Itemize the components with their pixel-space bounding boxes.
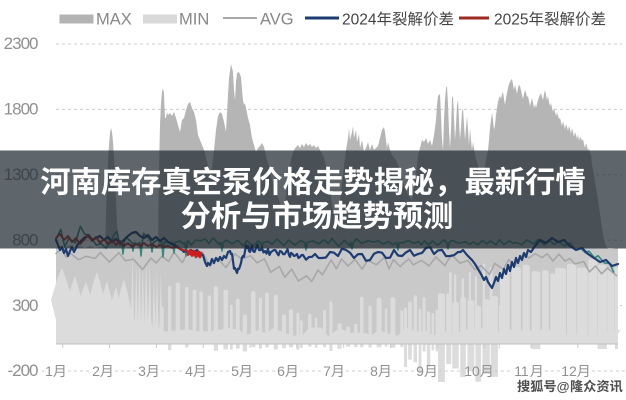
svg-text:6: 6 — [277, 363, 285, 379]
svg-text:@: @ — [558, 380, 571, 395]
svg-text:10: 10 — [464, 363, 480, 379]
svg-text:1800: 1800 — [4, 100, 38, 119]
svg-text:MIN: MIN — [179, 10, 209, 28]
svg-text:300: 300 — [12, 296, 38, 315]
svg-text:9: 9 — [416, 363, 424, 379]
svg-text:-200: -200 — [7, 361, 38, 380]
svg-text:2300: 2300 — [4, 34, 38, 53]
svg-text:8: 8 — [370, 363, 378, 379]
svg-text:2025: 2025 — [494, 12, 528, 29]
svg-text:12: 12 — [561, 363, 577, 379]
svg-text:1: 1 — [45, 363, 53, 379]
svg-text:3: 3 — [138, 363, 146, 379]
svg-text:MAX: MAX — [96, 10, 132, 28]
svg-text:11: 11 — [514, 363, 529, 379]
svg-text:AVG: AVG — [260, 10, 294, 28]
svg-text:4: 4 — [185, 363, 193, 379]
svg-text:@: @ — [557, 379, 570, 394]
svg-text:5: 5 — [231, 363, 239, 379]
svg-text:2: 2 — [92, 363, 100, 379]
svg-text:7: 7 — [323, 363, 331, 379]
svg-text:2024: 2024 — [342, 12, 377, 29]
